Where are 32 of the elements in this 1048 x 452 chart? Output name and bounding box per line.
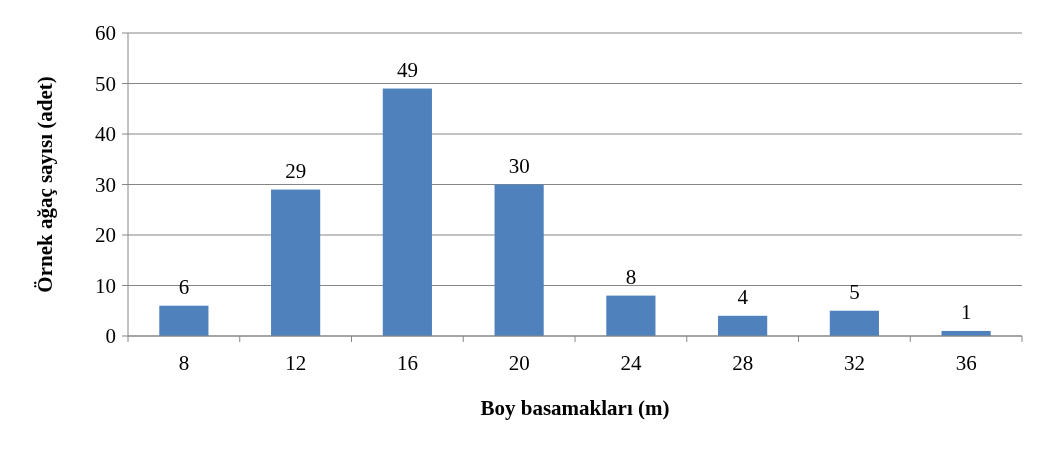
y-tick-label: 30	[95, 172, 116, 197]
data-label: 6	[178, 274, 190, 299]
bar	[829, 310, 879, 336]
data-label: 5	[849, 279, 860, 304]
data-label: 4	[737, 284, 749, 309]
x-tick-label: 8	[178, 351, 190, 375]
x-tick-label: 28	[732, 351, 754, 375]
data-label: 30	[508, 153, 530, 178]
data-label: 8	[625, 264, 637, 289]
bar	[606, 295, 656, 336]
x-tick-label: 36	[955, 351, 977, 375]
x-tick-label: 24	[620, 351, 642, 375]
bar	[494, 184, 544, 336]
y-tick-label: 0	[105, 324, 116, 349]
y-tick-label: 50	[95, 71, 116, 96]
bar	[271, 189, 321, 336]
y-tick-label: 20	[95, 223, 116, 248]
data-label: 49	[396, 57, 418, 82]
bar	[382, 88, 432, 336]
bar	[159, 305, 209, 336]
x-tick-label: 16	[396, 351, 418, 375]
y-tick-label: 10	[95, 273, 116, 298]
data-label: 29	[285, 158, 307, 183]
bar	[718, 315, 768, 336]
y-axis-title: Örnek ağaç sayısı (adet)	[33, 76, 57, 293]
x-tick-label: 12	[285, 351, 307, 375]
x-tick-label: 32	[843, 351, 865, 375]
y-tick-label: 60	[95, 21, 116, 46]
x-axis-title: Boy basamakları (m)	[480, 396, 670, 420]
y-tick-label: 40	[95, 122, 116, 147]
data-label: 1	[960, 299, 972, 324]
x-tick-label: 20	[508, 351, 530, 375]
